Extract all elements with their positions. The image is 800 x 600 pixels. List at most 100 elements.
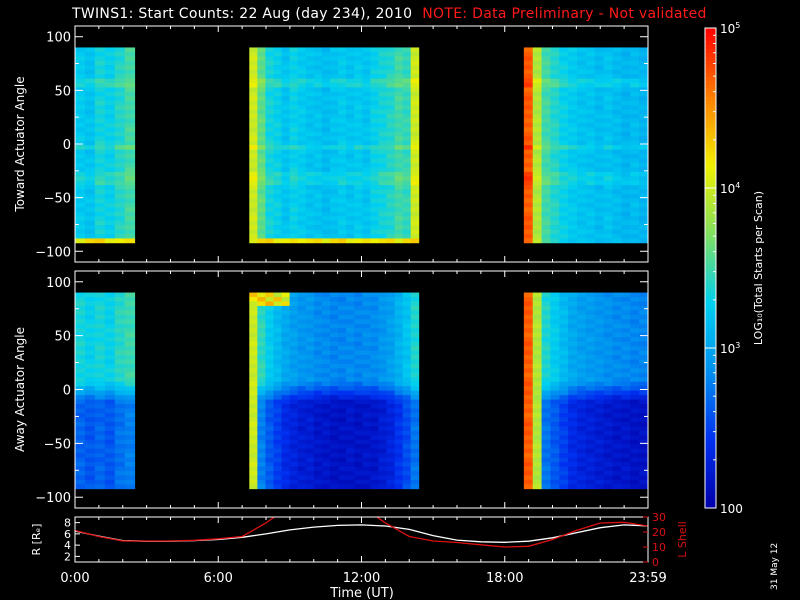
- heatmap-cell: [370, 109, 379, 115]
- heatmap-cell: [249, 51, 258, 57]
- heatmap-cell: [281, 136, 291, 142]
- heatmap-cell: [273, 185, 282, 190]
- heatmap-cell: [394, 162, 404, 168]
- heatmap-cell: [104, 207, 116, 213]
- colorbar-step: [705, 476, 716, 481]
- heatmap-cell: [550, 466, 560, 472]
- heatmap-cell: [273, 310, 282, 316]
- heatmap-cell: [281, 180, 291, 186]
- heatmap-cell: [338, 475, 347, 481]
- heatmap-cell: [104, 310, 116, 316]
- heatmap-cell: [630, 189, 640, 195]
- heatmap-cell: [612, 363, 622, 369]
- heatmap-cell: [249, 69, 258, 75]
- heatmap-cell: [603, 466, 613, 472]
- heatmap-cell: [410, 310, 420, 316]
- heatmap-cell: [346, 171, 355, 177]
- heatmap-cell: [568, 233, 578, 239]
- heatmap-cell: [394, 56, 404, 62]
- heatmap-cell: [402, 167, 412, 173]
- heatmap-cell: [104, 390, 116, 396]
- heatmap-cell: [612, 233, 622, 239]
- heatmap-cell: [281, 439, 291, 445]
- heatmap-cell: [621, 118, 631, 124]
- heatmap-cell: [257, 399, 266, 405]
- heatmap-cell: [257, 314, 266, 320]
- heatmap-cell: [378, 100, 387, 106]
- heatmap-cell: [330, 408, 339, 414]
- heatmap-cell: [639, 158, 649, 164]
- heatmap-cell: [523, 140, 534, 146]
- heatmap-cell: [612, 354, 622, 360]
- heatmap-cell: [630, 216, 640, 222]
- heatmap-cell: [568, 341, 578, 347]
- heatmap-cell: [378, 479, 387, 485]
- heatmap-cell: [550, 337, 560, 342]
- heatmap-cell: [94, 426, 106, 432]
- heatmap-cell: [281, 114, 291, 119]
- heatmap-cell: [313, 292, 323, 298]
- heatmap-cell: [338, 297, 347, 302]
- heatmap-cell: [585, 390, 596, 396]
- heatmap-cell: [273, 118, 282, 124]
- heatmap-cell: [338, 448, 347, 454]
- heatmap-cell: [378, 74, 387, 79]
- heatmap-cell: [94, 109, 106, 115]
- heatmap-cell: [249, 185, 258, 190]
- heatmap-cell: [281, 332, 291, 338]
- heatmap-cell: [104, 127, 116, 133]
- heatmap-cell: [297, 229, 307, 235]
- heatmap-cell: [249, 131, 258, 137]
- heatmap-cell: [104, 444, 116, 450]
- heatmap-cell: [603, 399, 613, 405]
- heatmap-cell: [559, 122, 569, 128]
- heatmap-cell: [585, 60, 596, 66]
- heatmap-cell: [362, 372, 371, 378]
- heatmap-cell: [249, 421, 258, 427]
- heatmap-cell: [124, 207, 136, 213]
- heatmap-cell: [559, 154, 569, 159]
- heatmap-cell: [550, 448, 560, 454]
- heatmap-cell: [297, 233, 307, 239]
- heatmap-cell: [523, 114, 534, 119]
- heatmap-cell: [338, 346, 347, 351]
- heatmap-cell: [577, 91, 587, 97]
- heatmap-cell: [124, 301, 136, 307]
- heatmap-cell: [612, 297, 622, 302]
- heatmap-cell: [541, 114, 551, 119]
- heatmap-cell: [313, 390, 323, 396]
- heatmap-cell: [559, 444, 569, 450]
- heatmap-cell: [603, 202, 613, 208]
- heatmap-cell: [612, 122, 622, 128]
- heatmap-cell: [603, 65, 613, 71]
- heatmap-cell: [104, 238, 116, 244]
- heatmap-cell: [386, 386, 395, 392]
- heatmap-cell: [386, 426, 395, 432]
- heatmap-cell: [370, 381, 379, 387]
- heatmap-cell: [94, 193, 106, 199]
- heatmap-cell: [594, 341, 605, 347]
- heatmap-cell: [354, 479, 363, 485]
- heatmap-cell: [257, 198, 266, 204]
- heatmap-cell: [354, 185, 363, 190]
- heatmap-cell: [265, 158, 274, 164]
- heatmap-cell: [330, 359, 339, 365]
- heatmap-cell: [585, 233, 596, 239]
- heatmap-cell: [321, 171, 331, 177]
- heatmap-cell: [370, 363, 379, 369]
- heatmap-cell: [249, 198, 258, 204]
- heatmap-cell: [639, 466, 649, 472]
- heatmap-cell: [568, 185, 578, 190]
- heatmap-cell: [362, 430, 371, 436]
- heatmap-cell: [273, 430, 282, 436]
- x-tick-label: 12:00: [343, 571, 380, 586]
- colorbar-tick-exp: 5: [735, 21, 740, 30]
- heatmap-cell: [550, 323, 560, 329]
- heatmap-cell: [313, 238, 323, 244]
- heatmap-cell: [362, 122, 371, 128]
- heatmap-cell: [297, 363, 307, 369]
- heatmap-cell: [594, 114, 605, 119]
- heatmap-cell: [523, 399, 534, 405]
- heatmap-cell: [577, 368, 587, 374]
- heatmap-cell: [402, 56, 412, 62]
